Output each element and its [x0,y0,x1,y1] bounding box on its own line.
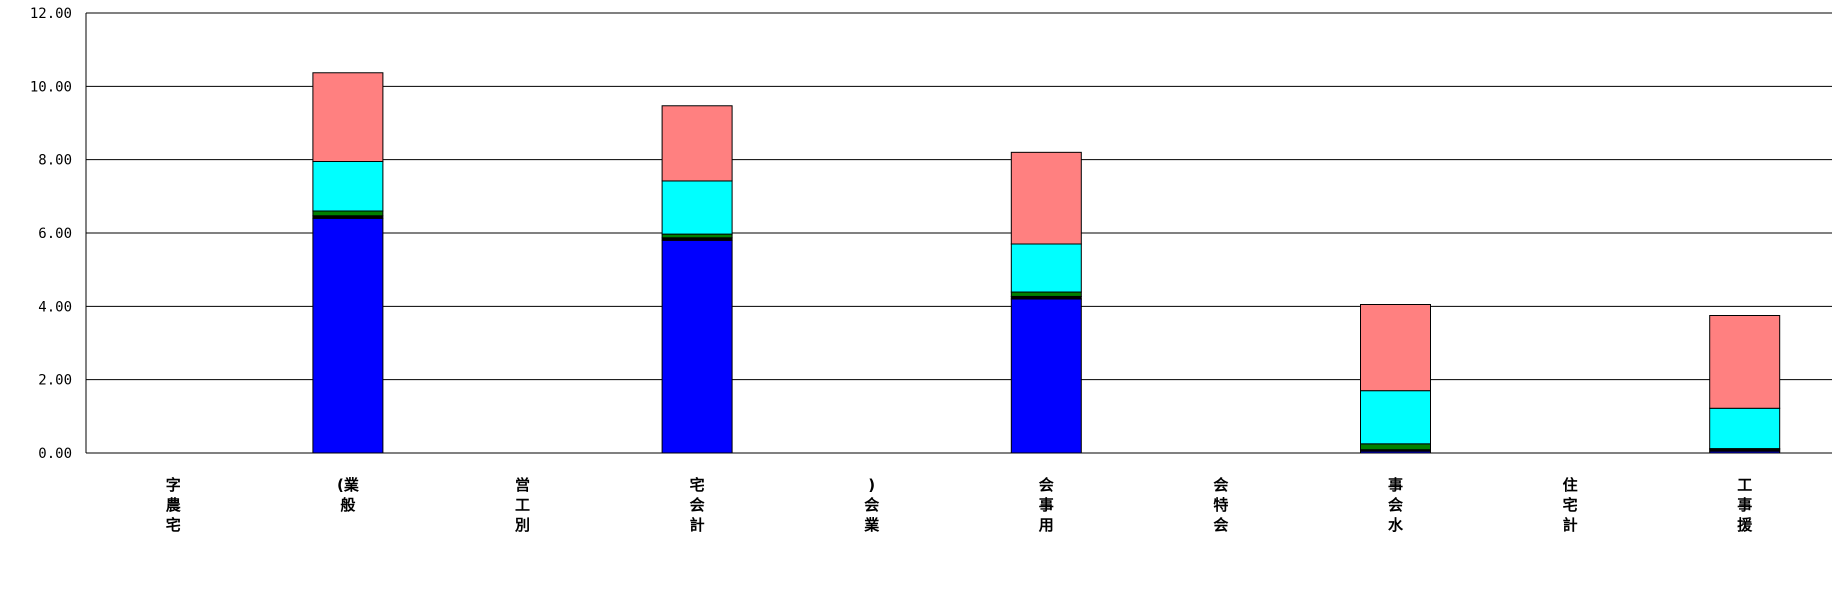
x-tick-char: 営 [515,476,530,494]
x-tick-label: 会特会 [1213,476,1228,534]
y-tick-label: 0.00 [38,446,72,462]
y-axis-ticks: 0.00 2.00 4.00 6.00 8.00 10.00 12.00 [30,6,72,462]
bar-segment [661,239,733,454]
y-tick-label: 2.00 [38,373,72,389]
bar-segment [1360,443,1431,451]
x-tick-label: 営工別 [514,476,530,534]
bar-segment [1360,390,1431,445]
y-tick-label: 12.00 [30,6,72,22]
x-tick-label: 事会水 [1388,476,1404,534]
x-tick-char: 特 [1213,496,1228,514]
bar-segment [661,233,733,239]
bar-segment [1010,291,1082,297]
x-tick-char: 会 [1388,496,1403,514]
bar-segment [312,210,384,217]
bar-segment [1709,407,1781,450]
bar-segment [661,105,733,182]
x-tick-char: 般 [340,496,355,514]
x-tick-char: 計 [690,516,705,534]
x-tick-char: 会 [864,496,879,514]
x-tick-char: 工 [515,496,530,514]
x-tick-char: 会 [1213,516,1228,534]
bar-segment [1010,151,1082,245]
x-tick-char: 用 [1039,516,1054,534]
x-tick-label: 工事援 [1737,476,1753,534]
bar-segment [1010,298,1082,454]
x-tick-char: 住 [1563,476,1578,494]
x-tick-char: 宅 [1563,496,1578,514]
x-tick-char: 事 [1388,476,1403,494]
y-tick-label: 4.00 [38,299,72,315]
bar-segment [1360,304,1431,392]
x-tick-char: 宅 [166,516,181,534]
x-tick-char: 工 [1737,476,1752,494]
y-tick-label: 6.00 [38,226,72,242]
bar-segment [312,72,384,162]
x-tick-label: (業般 [337,476,360,514]
bar-segment [1709,315,1781,409]
x-tick-char: (業 [337,476,360,494]
bar-segment [1010,243,1082,293]
x-tick-char: 事 [1039,496,1054,514]
x-tick-char: 援 [1737,516,1753,534]
x-tick-char: 水 [1388,516,1404,534]
x-tick-char: 宅 [690,476,705,494]
x-tick-char: 計 [1563,516,1578,534]
x-tick-char: 別 [514,516,530,534]
x-tick-char: 業 [863,516,880,534]
x-tick-label: 会事用 [1039,476,1054,534]
y-tick-label: 8.00 [38,153,72,169]
x-tick-char: 会 [1213,476,1228,494]
x-tick-label: 宅会計 [690,476,705,534]
bar-segment [312,217,384,454]
x-tick-char: 農 [166,496,181,514]
x-tick-char: 会 [1039,476,1054,494]
bar-segment [661,180,733,235]
x-tick-label: 住宅計 [1563,476,1578,534]
y-tick-label: 10.00 [30,79,72,95]
x-tick-char: ) [868,476,875,494]
x-tick-char: 事 [1737,496,1752,514]
bars [312,72,1781,454]
bar-segment [312,161,384,212]
x-tick-char: 会 [690,496,705,514]
x-tick-label: 字農宅 [166,476,181,534]
x-tick-char: 字 [166,476,181,494]
x-tick-label: ) 会業 [863,476,880,534]
